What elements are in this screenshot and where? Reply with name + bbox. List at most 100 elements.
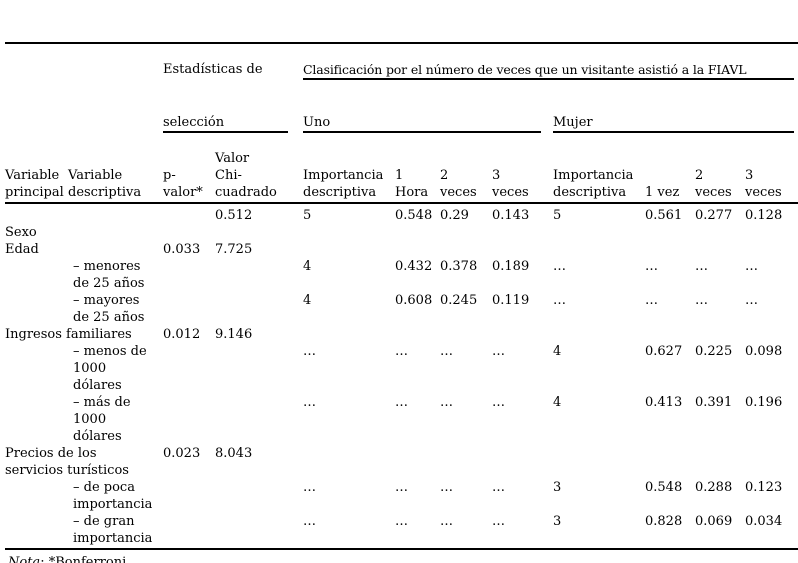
table-cell <box>745 326 798 343</box>
table-cell: 0.033 <box>163 242 201 257</box>
table-cell: Precios de los servicios turísticos <box>5 446 129 478</box>
table-cell <box>5 203 68 224</box>
table-cell <box>215 224 303 241</box>
header-spacer <box>5 97 163 150</box>
table-cell: 0.512 <box>215 208 253 223</box>
table-row: Sexo <box>5 224 798 241</box>
table-cell: 0.828 <box>645 513 695 550</box>
table-cell <box>553 445 645 479</box>
table-cell: 3 <box>553 480 562 495</box>
table-cell: … <box>645 293 658 308</box>
col-header-2-veces-uno: 2 veces <box>440 150 492 204</box>
table-cell: … <box>395 480 408 495</box>
table-row: 0.512 5 0.548 0.29 0.143 5 0.561 0.277 0.128 <box>5 203 798 224</box>
table-cell: … <box>395 395 408 410</box>
table-cell: … <box>745 293 758 308</box>
table-cell <box>553 224 645 241</box>
table-cell: 0.225 <box>695 344 733 359</box>
table-cell <box>5 394 68 445</box>
header-spacer <box>5 43 163 97</box>
table-cell: … <box>395 513 440 550</box>
table-cell: … <box>553 293 566 308</box>
col-header-importancia-uno: Importancia descriptiva <box>303 150 395 204</box>
table-cell: … <box>440 395 453 410</box>
table-cell: … <box>492 344 505 359</box>
table-cell: 8.043 <box>215 446 253 461</box>
table-cell <box>163 224 215 241</box>
table-row: – de poca importancia … … … … 3 0.548 0.288 0.12… <box>5 479 798 513</box>
stats-group-header-line2: selección <box>163 97 303 150</box>
table-row: – mayores de 25 años 4 0.608 0.245 0.119………… <box>5 292 798 326</box>
table-cell <box>5 513 68 550</box>
table-cell: 0.119 <box>492 293 530 308</box>
stats-group-label-line2: selección <box>163 114 288 133</box>
table-cell: 0.023 <box>163 446 201 461</box>
table-cell <box>68 224 163 241</box>
group-uno-label: Uno <box>303 114 541 133</box>
table-cell: 0.548 <box>395 208 433 223</box>
table-cell: 0.012 <box>163 327 201 342</box>
table-cell <box>163 292 215 326</box>
table-cell <box>68 203 163 224</box>
table-cell: 0.413 <box>645 395 683 410</box>
table-cell: 7.725 <box>215 242 253 257</box>
table-cell: … <box>492 513 553 550</box>
table-cell <box>645 445 695 479</box>
table-cell <box>440 241 492 258</box>
table-cell: 0.432 <box>395 259 433 274</box>
table-cell <box>395 241 440 258</box>
table-cell: … <box>303 480 316 495</box>
table-cell <box>553 241 645 258</box>
table-cell <box>5 479 68 513</box>
table-cell: – menos de 1000 dólares <box>73 344 147 393</box>
col-header-3-veces-uno: 3 veces <box>492 150 553 204</box>
table-cell <box>395 445 440 479</box>
col-header-1-hora: 1 Hora <box>395 150 440 204</box>
table-cell: 0.627 <box>645 344 683 359</box>
group-header-mujer: Mujer <box>553 97 798 150</box>
table-cell <box>695 445 745 479</box>
table-cell: 4 <box>553 395 562 410</box>
table-cell <box>440 445 492 479</box>
table-header: Estadísticas de Clasificación por el núm… <box>5 43 798 204</box>
table-cell: 0.034 <box>745 513 798 550</box>
table-cell <box>395 326 440 343</box>
table-cell <box>492 224 553 241</box>
table-cell <box>395 224 440 241</box>
table-cell: 4 <box>303 259 312 274</box>
table-cell: … <box>395 344 408 359</box>
table-cell: 3 <box>553 513 645 550</box>
table-cell: 0.29 <box>440 208 469 223</box>
group-header-uno: Uno <box>303 97 553 150</box>
table-cell <box>303 224 395 241</box>
classification-group-header: Clasificación por el número de veces que… <box>303 43 798 97</box>
table-cell: 0.277 <box>695 208 733 223</box>
table-row: Ingresos familiares 0.012 9.146 <box>5 326 798 343</box>
table-cell <box>163 479 215 513</box>
table-cell: … <box>645 259 658 274</box>
table-cell <box>163 513 215 550</box>
table-cell: 0.245 <box>440 293 478 308</box>
table-cell <box>5 343 68 394</box>
table-cell: 0.378 <box>440 259 478 274</box>
table-row: – de gran importancia………… 3 0.828 0.069 0.03… <box>5 513 798 550</box>
table-cell: … <box>492 395 505 410</box>
footnote-line: Nota: *Bonferroni <box>5 554 175 563</box>
table-cell: – de poca importancia <box>73 480 153 512</box>
table-cell: 0.189 <box>492 259 530 274</box>
col-header-p-valor: p- valor* <box>163 150 215 204</box>
table-cell <box>303 445 395 479</box>
table-cell: … <box>553 259 566 274</box>
table-cell: Edad <box>5 242 39 257</box>
table-cell: 0.143 <box>492 208 530 223</box>
table-cell: 0.196 <box>745 395 783 410</box>
table-cell: 0.288 <box>695 480 733 495</box>
table-cell: 0.561 <box>645 208 683 223</box>
table-cell <box>163 203 215 224</box>
table-cell: 0.608 <box>395 293 433 308</box>
stats-group-label-line1: Estadísticas de <box>163 62 263 77</box>
table-cell <box>492 241 553 258</box>
col-header-importancia-mujer: Importancia descriptiva <box>553 150 645 204</box>
table-cell: – menores de 25 años <box>73 259 145 291</box>
table-cell: … <box>303 344 316 359</box>
